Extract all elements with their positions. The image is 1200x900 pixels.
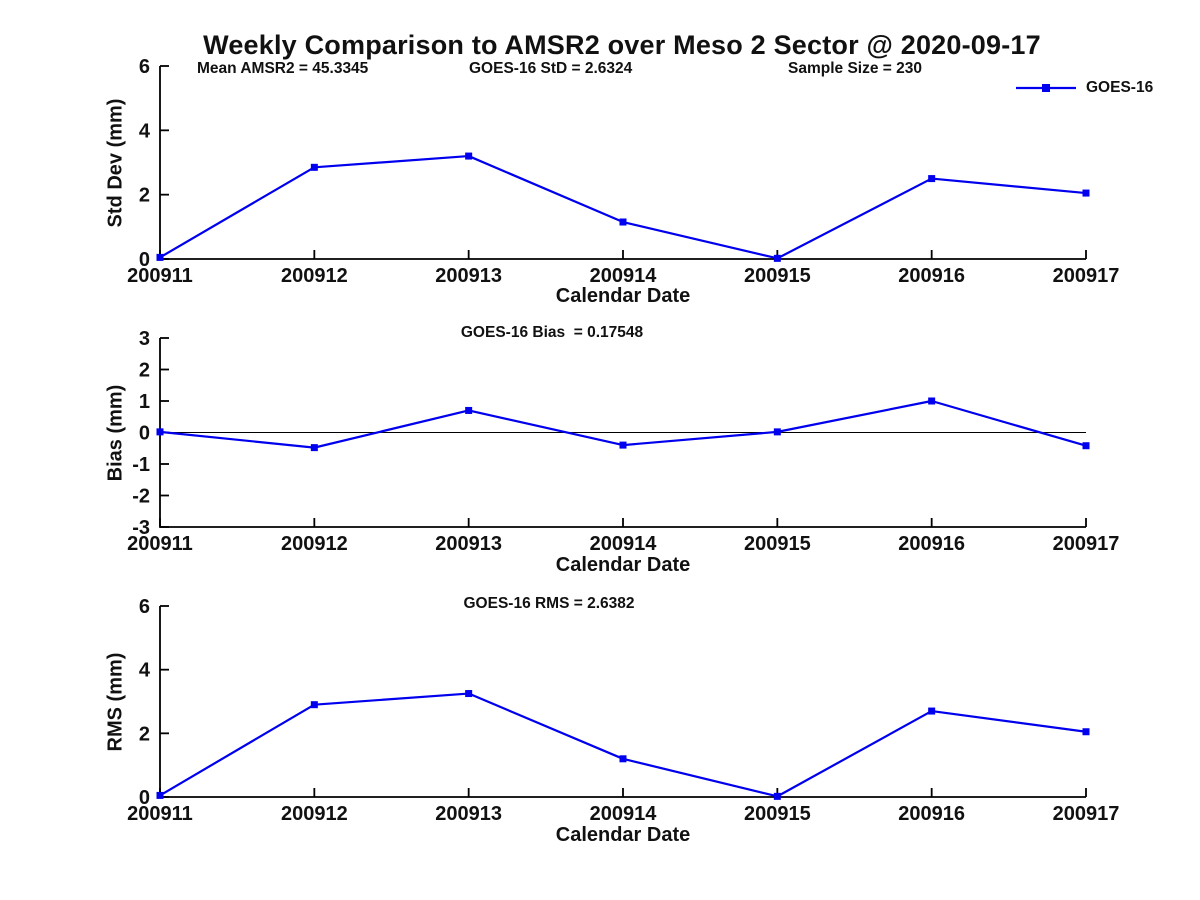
x-tick-label: 200913 <box>435 533 502 555</box>
x-tick-label: 200915 <box>744 803 811 825</box>
x-axis-label-stddev: Calendar Date <box>555 285 691 307</box>
x-tick-label: 200912 <box>281 803 348 825</box>
x-tick-label: 200913 <box>435 803 502 825</box>
y-tick-label: 2 <box>139 185 150 207</box>
data-point-marker <box>465 690 473 698</box>
x-axis-label-rms: Calendar Date <box>555 824 691 846</box>
x-tick-label: 200916 <box>898 533 965 555</box>
data-point-marker <box>465 152 473 160</box>
data-point-marker <box>310 444 318 452</box>
y-tick-label: 3 <box>139 328 150 350</box>
x-axis-label-bias: Calendar Date <box>555 554 691 576</box>
data-point-marker <box>1082 189 1090 197</box>
x-tick-label: 200913 <box>435 265 502 287</box>
annotation-goes-std: GOES-16 StD = 2.6324 <box>469 60 633 77</box>
x-tick-label: 200911 <box>127 265 193 287</box>
data-point-marker <box>619 218 627 226</box>
axes-frame <box>159 606 1086 798</box>
y-tick-label: 4 <box>139 120 151 142</box>
figure-title: Weekly Comparison to AMSR2 over Meso 2 S… <box>203 30 1041 60</box>
data-point-marker <box>310 701 318 709</box>
series-line-std-dev-vs-date <box>159 154 1087 260</box>
data-point-marker <box>773 792 781 800</box>
subplot-title-bias: GOES-16 Bias = 0.17548 <box>460 324 644 341</box>
data-point-marker <box>156 253 164 261</box>
y-tick-label: -3 <box>132 517 150 539</box>
y-tick-label: 0 <box>139 423 150 445</box>
y-tick-label: 2 <box>139 360 150 382</box>
legend-label-goes16: GOES-16 <box>1086 79 1154 96</box>
annotation-sample-size: Sample Size = 230 <box>788 60 922 77</box>
y-tick-label: -1 <box>132 454 150 476</box>
data-point-marker <box>310 163 318 171</box>
subplot-title-rms: GOES-16 RMS = 2.6382 <box>463 595 635 612</box>
data-point-marker <box>928 707 936 715</box>
y-tick-label: 2 <box>139 723 150 745</box>
annotation-mean-amsr2: Mean AMSR2 = 45.3345 <box>197 60 369 77</box>
series-line-rms-vs-date <box>159 692 1087 798</box>
data-point-marker <box>156 791 164 799</box>
data-point-marker <box>465 406 473 414</box>
x-tick-label: 200912 <box>281 265 348 287</box>
y-tick-label: 6 <box>139 596 150 618</box>
y-axis-label-stddev: Std Dev (mm) <box>104 98 127 228</box>
data-point-marker <box>928 397 936 405</box>
y-tick-label: 6 <box>139 56 150 78</box>
x-tick-label: 200914 <box>590 803 658 825</box>
data-point-marker <box>619 755 627 763</box>
x-tick-label: 200914 <box>590 533 658 555</box>
y-tick-label: 0 <box>139 787 150 809</box>
x-tick-label: 200915 <box>744 265 811 287</box>
data-point-marker <box>619 441 627 449</box>
y-tick-label: 4 <box>139 660 151 682</box>
y-tick-label: 0 <box>139 249 150 271</box>
y-tick-label: 1 <box>139 391 150 413</box>
x-tick-label: 200916 <box>898 803 965 825</box>
data-point-marker <box>1082 442 1090 450</box>
x-tick-label: 200914 <box>590 265 658 287</box>
x-tick-label: 200917 <box>1053 533 1120 555</box>
y-axis-label-bias: Bias (mm) <box>104 384 127 482</box>
x-tick-label: 200911 <box>127 803 193 825</box>
data-point-marker <box>773 428 781 436</box>
axes-frame <box>159 66 1086 260</box>
x-tick-label: 200915 <box>744 533 811 555</box>
x-tick-label: 200916 <box>898 265 965 287</box>
data-point-marker <box>1082 728 1090 736</box>
legend-marker-sample <box>1042 84 1050 92</box>
x-tick-label: 200917 <box>1053 803 1120 825</box>
y-axis-label-rms: RMS (mm) <box>104 652 127 752</box>
series-line-bias-vs-date <box>159 399 1087 449</box>
y-tick-label: -2 <box>132 486 150 508</box>
data-point-marker <box>928 175 936 183</box>
data-point-marker <box>156 428 164 436</box>
x-tick-label: 200912 <box>281 533 348 555</box>
data-point-marker <box>773 254 781 262</box>
x-tick-label: 200917 <box>1053 265 1120 287</box>
x-tick-label: 200911 <box>127 533 193 555</box>
